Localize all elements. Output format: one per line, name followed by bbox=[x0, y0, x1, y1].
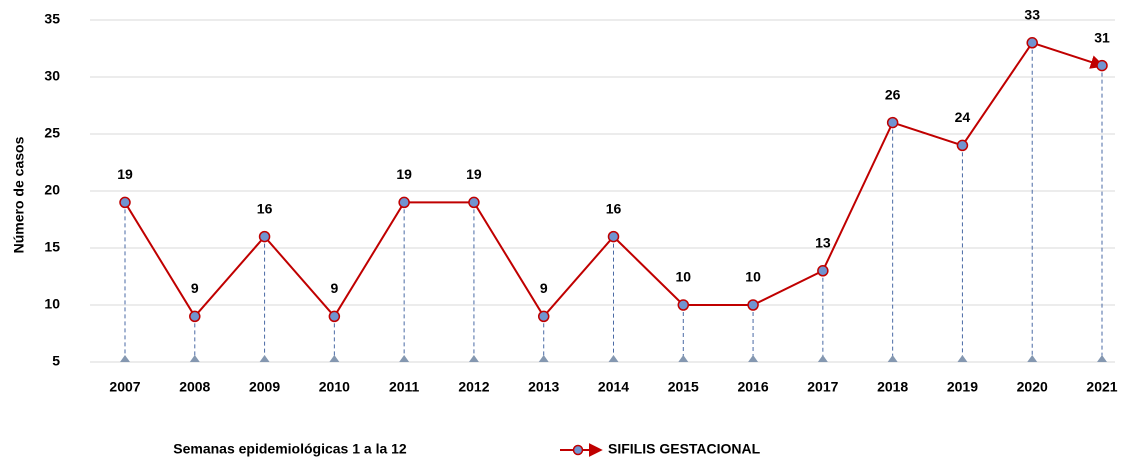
data-label: 19 bbox=[117, 166, 133, 182]
axis-triangle bbox=[329, 355, 340, 362]
point bbox=[956, 139, 969, 152]
point bbox=[119, 196, 131, 209]
point bbox=[1096, 59, 1108, 72]
x-tick-label: 2020 bbox=[1017, 379, 1048, 395]
x-tick-label: 2012 bbox=[458, 379, 489, 395]
data-label: 26 bbox=[885, 86, 901, 102]
point bbox=[258, 230, 271, 243]
data-label: 9 bbox=[540, 280, 548, 296]
data-label: 16 bbox=[257, 200, 273, 216]
y-tick-label: 35 bbox=[44, 11, 60, 27]
data-label: 16 bbox=[606, 200, 622, 216]
x-tick-label: 2015 bbox=[668, 379, 699, 395]
data-label: 9 bbox=[330, 280, 338, 296]
x-tick-label: 2011 bbox=[389, 379, 420, 395]
axis-triangle bbox=[748, 355, 759, 362]
axis-triangle bbox=[1097, 355, 1107, 362]
point bbox=[189, 310, 201, 323]
point bbox=[677, 299, 690, 311]
axis-triangle bbox=[538, 355, 549, 362]
x-tick-label: 2021 bbox=[1086, 379, 1117, 395]
data-label: 19 bbox=[396, 166, 412, 182]
point bbox=[747, 299, 759, 311]
y-tick-label: 15 bbox=[44, 239, 60, 255]
y-tick-label: 10 bbox=[44, 296, 60, 312]
y-tick-label: 20 bbox=[44, 182, 60, 198]
x-tick-label: 2014 bbox=[598, 379, 629, 395]
axis-triangle bbox=[608, 355, 619, 362]
point bbox=[1026, 37, 1038, 49]
y-axis-label: Número de casos bbox=[11, 136, 27, 253]
data-label: 19 bbox=[466, 166, 482, 182]
x-tick-label: 2019 bbox=[947, 379, 978, 395]
axis-triangle bbox=[120, 355, 130, 362]
y-tick-label: 30 bbox=[44, 68, 60, 84]
axis-triangle bbox=[189, 355, 200, 362]
x-tick-label: 2010 bbox=[319, 379, 350, 395]
x-axis-label: Semanas epidemiológicas 1 a la 12 bbox=[173, 441, 407, 457]
point bbox=[398, 196, 410, 209]
data-label: 10 bbox=[745, 269, 761, 285]
x-tick-label: 2009 bbox=[249, 379, 280, 395]
axis-triangle bbox=[399, 355, 410, 362]
legend-marker bbox=[572, 444, 584, 456]
axis-triangle bbox=[468, 355, 479, 362]
point bbox=[817, 265, 829, 277]
axis-triangle bbox=[259, 355, 270, 362]
point bbox=[607, 230, 620, 243]
point bbox=[468, 196, 480, 209]
point bbox=[537, 310, 550, 323]
data-label: 13 bbox=[815, 235, 831, 251]
data-label: 31 bbox=[1094, 29, 1110, 45]
axis-triangle bbox=[887, 355, 898, 362]
axis-triangle bbox=[1027, 355, 1038, 362]
data-label: 10 bbox=[675, 269, 691, 285]
data-label: 9 bbox=[191, 280, 199, 296]
axis-triangle bbox=[678, 355, 689, 362]
y-tick-label: 5 bbox=[52, 353, 60, 369]
x-tick-label: 2008 bbox=[179, 379, 210, 395]
x-tick-label: 2016 bbox=[737, 379, 768, 395]
x-tick-label: 2013 bbox=[528, 379, 559, 395]
data-label: 24 bbox=[955, 109, 971, 125]
x-tick-label: 2017 bbox=[807, 379, 838, 395]
data-label: 33 bbox=[1024, 7, 1040, 23]
legend-label: SIFILIS GESTACIONAL bbox=[608, 441, 761, 457]
axis-triangle bbox=[957, 355, 968, 362]
point bbox=[886, 116, 899, 129]
x-tick-label: 2018 bbox=[877, 379, 908, 395]
x-tick-label: 2007 bbox=[109, 379, 140, 395]
y-tick-label: 25 bbox=[44, 125, 60, 141]
point bbox=[328, 310, 341, 323]
axis-triangle bbox=[817, 355, 828, 362]
